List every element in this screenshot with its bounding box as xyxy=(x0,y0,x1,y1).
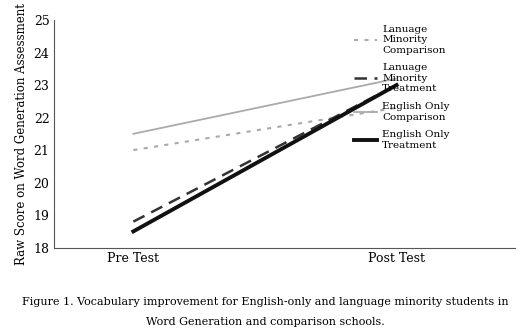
Y-axis label: Raw Score on Word Generation Assessment: Raw Score on Word Generation Assessment xyxy=(15,3,28,265)
Legend: Lanuage
Minority
Comparison, Lanuage
Minority
Treatment, English Only
Comparison: Lanuage Minority Comparison, Lanuage Min… xyxy=(350,21,454,154)
Text: Word Generation and comparison schools.: Word Generation and comparison schools. xyxy=(146,317,384,327)
Text: Figure 1. Vocabulary improvement for English-only and language minority students: Figure 1. Vocabulary improvement for Eng… xyxy=(22,297,508,307)
